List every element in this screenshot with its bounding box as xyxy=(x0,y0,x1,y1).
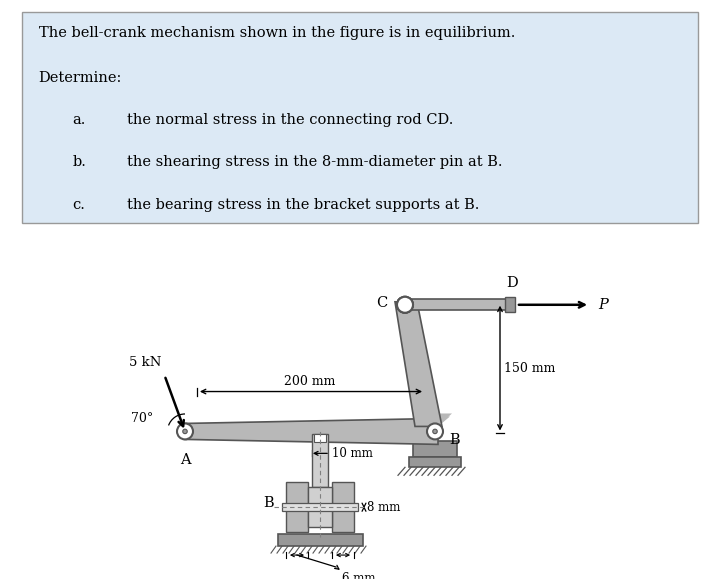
Circle shape xyxy=(397,297,413,313)
Circle shape xyxy=(177,423,193,439)
Circle shape xyxy=(402,303,408,307)
Circle shape xyxy=(397,297,413,313)
Bar xyxy=(308,488,332,527)
Bar xyxy=(413,441,457,457)
Text: D: D xyxy=(506,276,518,290)
Text: B: B xyxy=(449,434,459,448)
Text: the bearing stress in the bracket supports at B.: the bearing stress in the bracket suppor… xyxy=(127,197,479,211)
Circle shape xyxy=(183,429,187,434)
Circle shape xyxy=(397,297,413,313)
Text: b.: b. xyxy=(72,155,86,169)
Polygon shape xyxy=(418,413,452,445)
Bar xyxy=(332,482,354,532)
Bar xyxy=(312,434,328,488)
Text: 5 kN: 5 kN xyxy=(129,356,161,369)
Circle shape xyxy=(427,423,443,439)
Text: 200 mm: 200 mm xyxy=(284,375,336,387)
Text: 150 mm: 150 mm xyxy=(504,362,555,375)
Text: Determine:: Determine: xyxy=(39,71,122,85)
Polygon shape xyxy=(415,416,450,441)
Text: The bell-crank mechanism shown in the figure is in equilibrium.: The bell-crank mechanism shown in the fi… xyxy=(39,27,515,41)
Text: 10 mm: 10 mm xyxy=(332,447,373,460)
Bar xyxy=(282,503,358,511)
Bar xyxy=(286,482,308,532)
Text: P: P xyxy=(598,298,608,312)
Text: a.: a. xyxy=(72,113,86,127)
Circle shape xyxy=(433,429,437,434)
Text: B: B xyxy=(264,496,274,510)
Text: the normal stress in the connecting rod CD.: the normal stress in the connecting rod … xyxy=(127,113,453,127)
Bar xyxy=(314,434,326,442)
Text: A: A xyxy=(180,453,190,467)
FancyBboxPatch shape xyxy=(22,12,698,223)
Polygon shape xyxy=(185,419,438,445)
Text: C: C xyxy=(376,296,387,310)
Text: c.: c. xyxy=(72,197,85,211)
Bar xyxy=(409,457,461,467)
Text: the shearing stress in the 8-mm-diameter pin at B.: the shearing stress in the 8-mm-diameter… xyxy=(127,155,502,169)
Text: 8 mm: 8 mm xyxy=(367,501,400,514)
Text: 6 mm: 6 mm xyxy=(342,572,376,579)
Bar xyxy=(505,297,515,312)
Bar xyxy=(278,534,363,546)
Polygon shape xyxy=(395,302,442,426)
Bar xyxy=(412,299,506,310)
Text: 70°: 70° xyxy=(131,412,153,426)
